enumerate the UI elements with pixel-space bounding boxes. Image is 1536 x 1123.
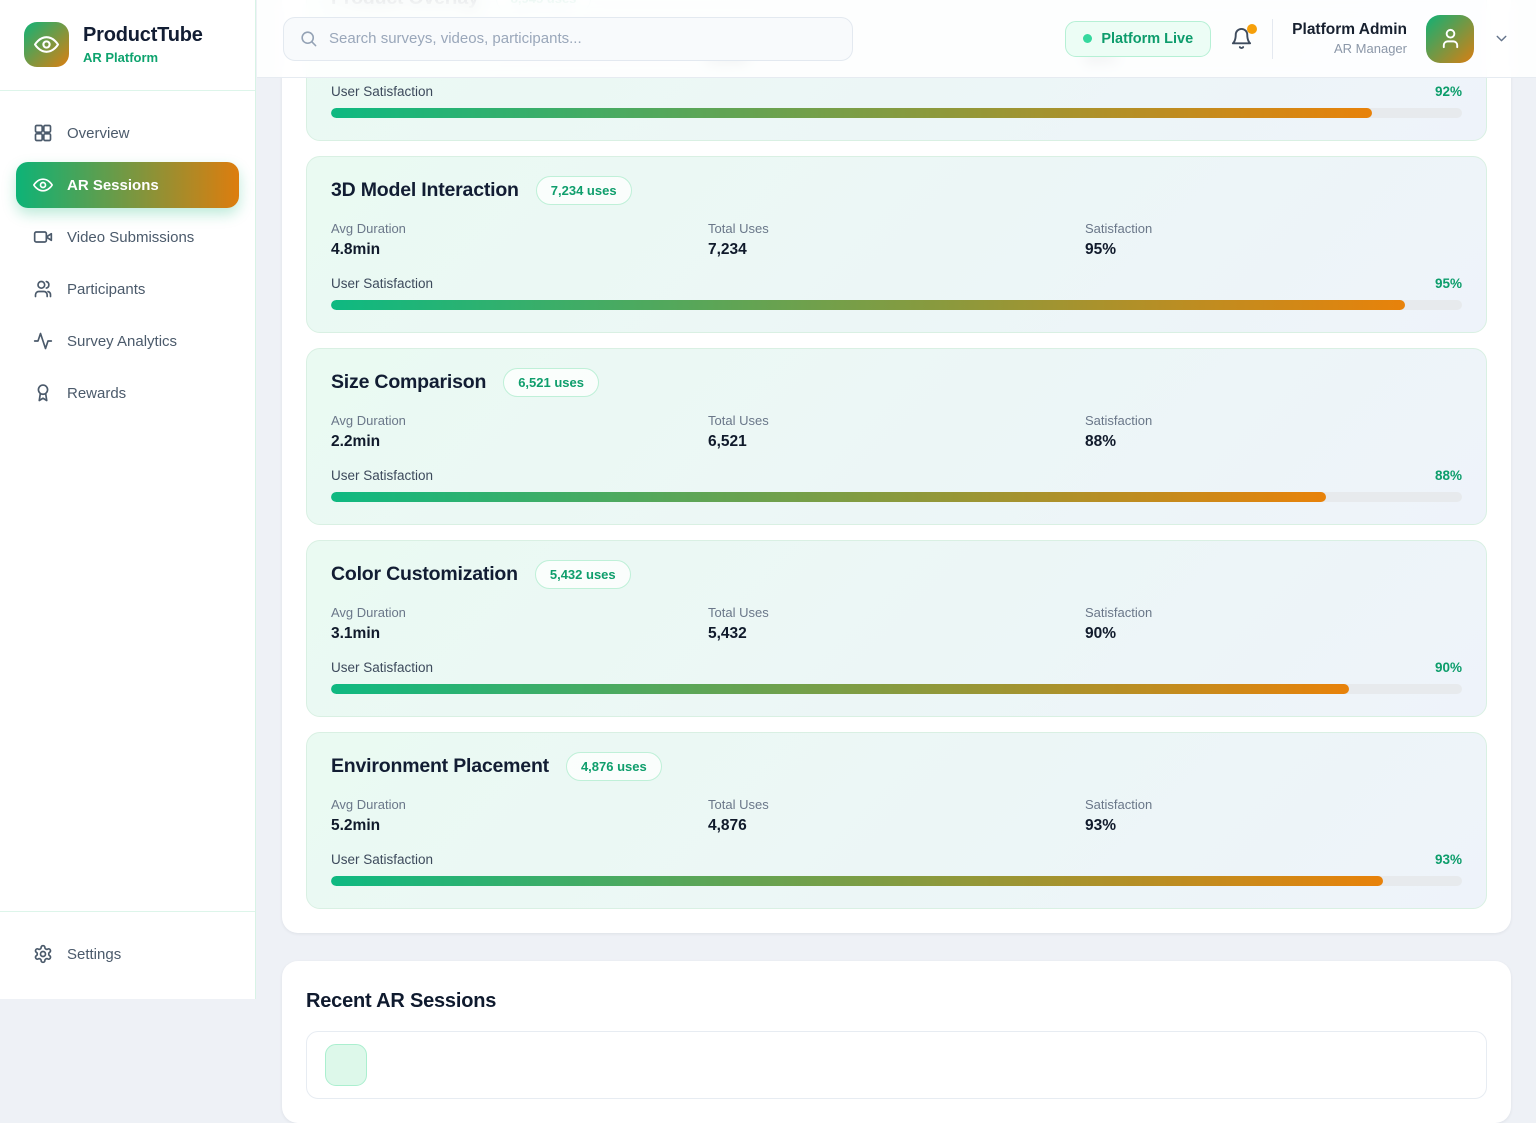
user-meta: Platform Admin AR Manager xyxy=(1292,21,1407,56)
video-camera-icon xyxy=(33,231,53,243)
satisfaction-progressbar xyxy=(331,108,1462,118)
sidebar-item-settings[interactable]: Settings xyxy=(16,931,239,977)
sidebar: ProductTube AR Platform Overview AR Sess… xyxy=(0,0,256,999)
platform-live-badge: Platform Live xyxy=(1065,20,1212,57)
sidebar-item-survey-analytics[interactable]: Survey Analytics xyxy=(16,318,239,364)
feature-card-color-customization: Color Customization 5,432 uses Avg Durat… xyxy=(306,540,1487,717)
satisfaction-progressbar xyxy=(331,876,1462,886)
sidebar-item-video-submissions[interactable]: Video Submissions xyxy=(16,214,239,260)
live-status-dot xyxy=(1083,34,1093,43)
activity-pulse-icon xyxy=(33,332,53,350)
satisfaction-bar-label: User Satisfaction xyxy=(331,468,434,483)
user-icon xyxy=(1442,28,1458,49)
stat-satisfaction: Satisfaction 93% xyxy=(1085,797,1153,834)
sidebar-item-label: Overview xyxy=(67,124,130,142)
user-avatar[interactable] xyxy=(1426,14,1474,63)
stat-avg-duration: Avg Duration 2.2min xyxy=(331,413,406,450)
feature-title: Color Customization xyxy=(331,563,518,585)
sidebar-item-label: Video Submissions xyxy=(67,228,195,246)
feature-card-environment-placement: Environment Placement 4,876 uses Avg Dur… xyxy=(306,732,1487,909)
user-menu-chevron[interactable] xyxy=(1493,30,1510,47)
user-role: AR Manager xyxy=(1334,41,1407,56)
satisfaction-progressbar xyxy=(331,492,1462,502)
stat-satisfaction: Satisfaction 90% xyxy=(1085,605,1153,642)
sidebar-item-ar-sessions[interactable]: AR Sessions xyxy=(16,162,239,208)
top-header: Platform Live Platform Admin AR Manager xyxy=(257,0,1536,78)
sidebar-item-label: Survey Analytics xyxy=(67,332,178,350)
feature-card-3d-model-interaction: 3D Model Interaction 7,234 uses Avg Dura… xyxy=(306,156,1487,333)
platform-live-label: Platform Live xyxy=(1101,30,1194,47)
uses-badge: 5,432 uses xyxy=(534,560,631,589)
feature-usage-panel: Product Overlay 8,945 uses Avg Duration … xyxy=(282,0,1511,933)
stat-avg-duration: Avg Duration 5.2min xyxy=(331,797,406,834)
user-name: Platform Admin xyxy=(1292,21,1407,38)
brand-name: ProductTube xyxy=(83,24,203,46)
stat-satisfaction: Satisfaction 95% xyxy=(1085,221,1153,258)
search-icon xyxy=(299,29,318,48)
sidebar-nav: Overview AR Sessions Video Submissions P… xyxy=(0,91,255,911)
gear-icon xyxy=(34,944,52,964)
brand-block: ProductTube AR Platform xyxy=(0,0,255,91)
satisfaction-bar-label: User Satisfaction xyxy=(331,84,434,99)
satisfaction-bar-percent: 95% xyxy=(1434,276,1462,291)
sidebar-item-label: Participants xyxy=(67,280,146,298)
recent-sessions-title: Recent AR Sessions xyxy=(306,990,497,1012)
dashboard-icon xyxy=(34,124,52,142)
satisfaction-bar-label: User Satisfaction xyxy=(331,852,434,867)
recent-sessions-panel: Recent AR Sessions xyxy=(282,961,1511,1123)
uses-badge: 6,521 uses xyxy=(503,368,599,397)
brand-subtitle: AR Platform xyxy=(83,50,159,65)
main-content: Product Overlay 8,945 uses Avg Duration … xyxy=(257,0,1536,1123)
sidebar-item-label: AR Sessions xyxy=(67,176,159,194)
search-input[interactable] xyxy=(329,30,837,47)
satisfaction-progressbar-fill xyxy=(331,876,1383,886)
sidebar-item-label: Rewards xyxy=(67,384,127,402)
satisfaction-progressbar-fill xyxy=(331,300,1406,310)
satisfaction-progressbar-fill xyxy=(331,492,1327,502)
bell-icon xyxy=(1232,27,1252,50)
stat-total-uses: Total Uses 7,234 xyxy=(708,221,769,258)
satisfaction-bar-percent: 88% xyxy=(1434,468,1462,483)
session-list-item[interactable] xyxy=(306,1031,1487,1099)
header-divider xyxy=(1272,18,1274,59)
stat-total-uses: Total Uses 5,432 xyxy=(708,605,769,642)
feature-title: Environment Placement xyxy=(331,755,549,777)
sidebar-item-label: Settings xyxy=(67,945,122,963)
sidebar-item-overview[interactable]: Overview xyxy=(16,110,239,156)
chevron-down-icon xyxy=(1496,35,1507,42)
feature-title: Size Comparison xyxy=(331,371,487,393)
notification-dot xyxy=(1247,24,1258,34)
sidebar-item-participants[interactable]: Participants xyxy=(16,266,239,312)
feature-title: 3D Model Interaction xyxy=(331,179,519,201)
satisfaction-bar-percent: 92% xyxy=(1434,84,1462,99)
feature-card-size-comparison: Size Comparison 6,521 uses Avg Duration … xyxy=(306,348,1487,525)
uses-badge: 7,234 uses xyxy=(535,176,632,205)
satisfaction-bar-percent: 93% xyxy=(1434,852,1462,867)
session-avatar xyxy=(325,1044,367,1086)
notifications-bell-button[interactable] xyxy=(1230,24,1258,50)
satisfaction-bar-label: User Satisfaction xyxy=(331,276,434,291)
satisfaction-progressbar xyxy=(331,684,1462,694)
search-box[interactable] xyxy=(283,16,853,61)
brand-logo-icon xyxy=(24,22,69,67)
satisfaction-bar-label: User Satisfaction xyxy=(331,660,434,675)
stat-total-uses: Total Uses 4,876 xyxy=(708,797,769,834)
satisfaction-progressbar xyxy=(331,300,1462,310)
sidebar-item-rewards[interactable]: Rewards xyxy=(16,370,239,416)
users-icon xyxy=(34,280,52,298)
sidebar-footer: Settings xyxy=(0,911,255,999)
satisfaction-progressbar-fill xyxy=(331,108,1372,118)
satisfaction-bar-percent: 90% xyxy=(1434,660,1462,675)
stat-avg-duration: Avg Duration 3.1min xyxy=(331,605,406,642)
satisfaction-progressbar-fill xyxy=(331,684,1349,694)
stat-satisfaction: Satisfaction 88% xyxy=(1085,413,1153,450)
award-icon xyxy=(37,384,49,402)
uses-badge: 4,876 uses xyxy=(565,752,662,781)
eye-icon xyxy=(33,178,53,192)
eye-icon xyxy=(34,36,59,53)
stat-avg-duration: Avg Duration 4.8min xyxy=(331,221,406,258)
stat-total-uses: Total Uses 6,521 xyxy=(708,413,769,450)
